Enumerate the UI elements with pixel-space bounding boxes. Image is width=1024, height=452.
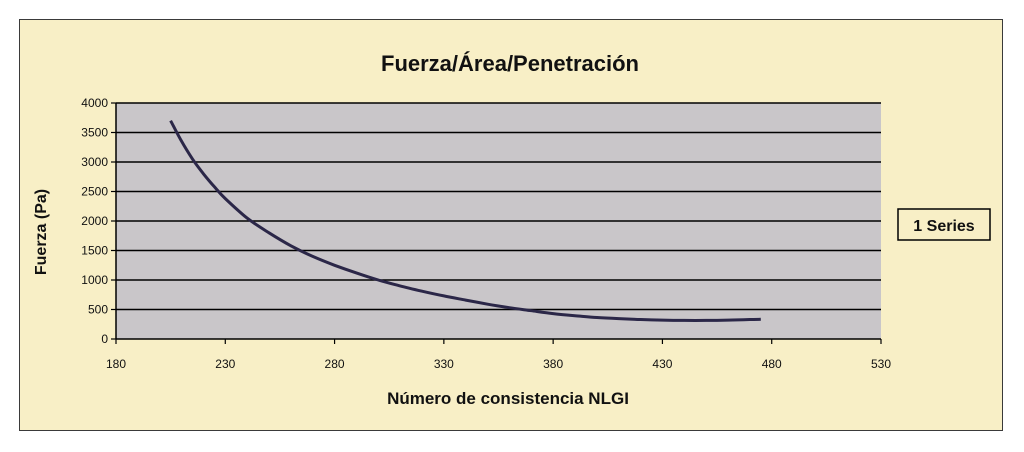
y-tick-label: 500 xyxy=(88,303,108,317)
x-tick-label: 530 xyxy=(871,357,891,371)
x-tick-label: 430 xyxy=(652,357,672,371)
y-axis-ticks: 0 500 1000 1500 2000 2500 3000 3500 4000 xyxy=(81,96,116,346)
x-tick-label: 180 xyxy=(106,357,126,371)
x-tick-label: 330 xyxy=(434,357,454,371)
y-tick-label: 3000 xyxy=(81,155,108,169)
legend: 1 Series xyxy=(897,208,991,241)
legend-box xyxy=(897,208,991,241)
x-tick-label: 380 xyxy=(543,357,563,371)
chart-title: Fuerza/Área/Penetración xyxy=(381,51,639,76)
y-tick-label: 1500 xyxy=(81,244,108,258)
y-tick-label: 1000 xyxy=(81,273,108,287)
series-line xyxy=(169,119,761,322)
y-tick-label: 4000 xyxy=(81,96,108,110)
x-axis-ticks: 180 230 280 330 380 430 480 530 xyxy=(106,339,891,371)
y-axis-label: Fuerza (Pa) xyxy=(33,189,50,275)
x-tick-label: 480 xyxy=(762,357,782,371)
gridlines xyxy=(116,102,881,311)
x-tick-label: 280 xyxy=(325,357,345,371)
legend-label: 1 Series xyxy=(913,218,974,235)
x-tick-label: 230 xyxy=(215,357,235,371)
y-tick-label: 2500 xyxy=(81,185,108,199)
y-tick-label: 2000 xyxy=(81,214,108,228)
y-tick-label: 0 xyxy=(101,332,108,346)
x-axis-label: Número de consistencia NLGI xyxy=(387,389,629,408)
y-tick-label: 3500 xyxy=(81,126,108,140)
